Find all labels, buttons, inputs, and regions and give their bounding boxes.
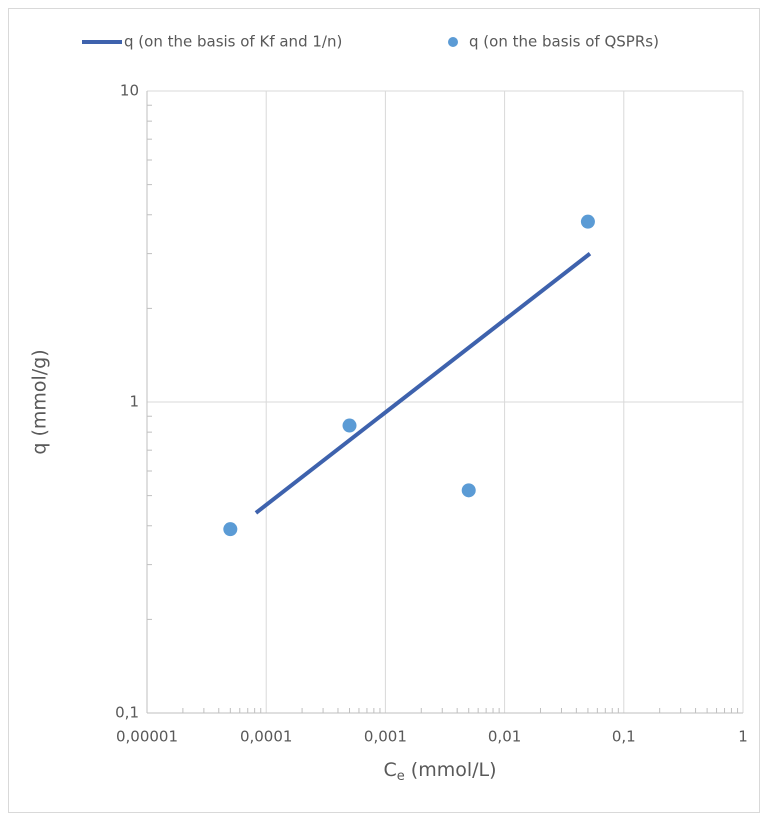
y-axis-label: q (mmol/g) [29, 349, 51, 454]
data-line [254, 252, 592, 515]
data-point [342, 418, 357, 433]
data-point [580, 214, 595, 229]
chart-border [8, 8, 760, 813]
x-tick-label: 1 [738, 728, 748, 746]
x-tick-label: 0,1 [612, 728, 636, 746]
data-point [223, 522, 238, 537]
x-tick-label: 0,001 [364, 728, 407, 746]
y-tick-label: 10 [120, 82, 139, 100]
data-point [461, 483, 476, 498]
x-label-main: C [383, 759, 396, 781]
x-axis-label: Ce (mmol/L) [383, 759, 496, 784]
x-label-rest: (mmol/L) [405, 759, 497, 781]
x-tick-label: 0,00001 [116, 728, 178, 746]
x-tick-label: 0,01 [488, 728, 521, 746]
y-tick-label: 1 [129, 393, 139, 411]
legend-label: q (on the basis of Kf and 1/n) [124, 33, 342, 51]
legend-swatch [448, 37, 458, 47]
legend-label: q (on the basis of QSPRs) [469, 33, 659, 51]
x-label-sub: e [397, 769, 405, 784]
y-tick-label: 0,1 [115, 704, 139, 722]
x-tick-label: 0,0001 [240, 728, 293, 746]
